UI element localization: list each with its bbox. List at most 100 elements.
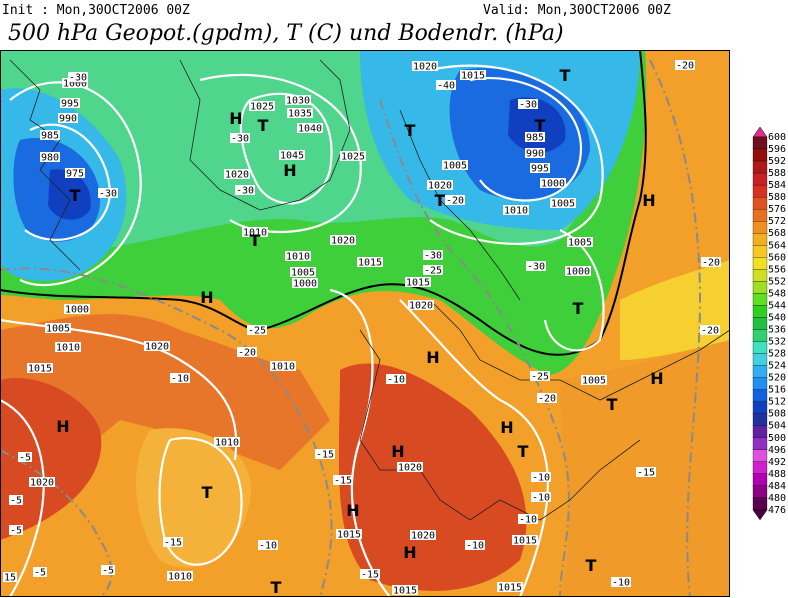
- contour-label: 1020: [30, 478, 54, 489]
- label-box: [3, 572, 17, 582]
- colorbar-label: 580: [768, 192, 786, 203]
- contour-label: 1005: [443, 161, 467, 172]
- colorbar-segment: [752, 473, 768, 487]
- contour-label: 1020: [398, 463, 422, 474]
- valid-time: Valid: Mon,30OCT2006 00Z: [483, 3, 671, 18]
- colorbar-segment: [752, 136, 768, 150]
- contour-label: -30: [231, 134, 249, 145]
- colorbar-segment: [752, 172, 768, 186]
- label-box: [40, 152, 60, 162]
- contour-label: 1000: [63, 79, 87, 90]
- contour-label: 1005: [582, 376, 606, 387]
- colorbar-label: 588: [768, 168, 786, 179]
- colorbar-label: 528: [768, 349, 786, 360]
- contour-label: -5: [34, 568, 46, 579]
- contour-label: -5: [102, 566, 114, 577]
- colorbar-label: 592: [768, 156, 786, 167]
- high-pressure-center: H: [403, 543, 416, 562]
- contour-label: 1040: [298, 124, 322, 135]
- label-box: [436, 80, 456, 90]
- label-box: [445, 195, 465, 205]
- low-pressure-center: T: [250, 231, 261, 250]
- contour-label: 1015: [337, 530, 361, 541]
- colorbar-segment: [752, 461, 768, 474]
- contour-label: -30: [424, 251, 442, 262]
- label-box: [287, 108, 313, 118]
- contour-label: 985: [41, 131, 59, 142]
- label-box: [567, 237, 593, 247]
- contour-label: -20: [538, 394, 556, 405]
- contour-label: 1015: [498, 583, 522, 594]
- colorbar-label: 552: [768, 276, 786, 287]
- colorbar-label: 516: [768, 385, 786, 396]
- label-box: [357, 257, 383, 267]
- colorbar-segment: [752, 305, 768, 318]
- contour-label: -15: [361, 570, 379, 581]
- label-box: [68, 72, 88, 82]
- contour-label: -10: [259, 541, 277, 552]
- low-pressure-center: T: [586, 556, 597, 575]
- label-box: [526, 261, 546, 271]
- contour-label: -10: [532, 493, 550, 504]
- colorbar-label: 564: [768, 240, 786, 251]
- contour-label: -25: [531, 372, 549, 383]
- contour-label: -15: [334, 476, 352, 487]
- colorbar-label: 480: [768, 493, 786, 504]
- label-box: [64, 304, 90, 314]
- contour-label: -30: [236, 186, 254, 197]
- contour-label: 1015: [461, 71, 485, 82]
- label-box: [336, 529, 362, 539]
- contour-label: 975: [66, 169, 84, 180]
- colorbar-label: 584: [768, 180, 786, 191]
- low-pressure-center: T: [607, 395, 618, 414]
- label-box: [465, 540, 485, 550]
- contour-label: 1010: [56, 343, 80, 354]
- colorbar-label: 476: [768, 505, 786, 516]
- label-box: [537, 393, 557, 403]
- label-box: [423, 250, 443, 260]
- high-pressure-center: H: [391, 442, 404, 461]
- colorbar-label: 556: [768, 264, 786, 275]
- contour-label: 1005: [291, 268, 315, 279]
- colorbar-segment: [752, 377, 768, 390]
- label-box: [675, 60, 695, 70]
- contour-label: -10: [612, 578, 630, 589]
- contour-label: 1025: [250, 102, 274, 113]
- contour-label: 1010: [271, 362, 295, 373]
- label-box: [290, 267, 316, 277]
- colorbar-label: 512: [768, 397, 786, 408]
- contour-label: -10: [532, 473, 550, 484]
- label-box: [405, 277, 431, 287]
- colorbar-segment: [752, 401, 768, 414]
- colorbar-label: 536: [768, 324, 786, 335]
- contour-label: -30: [519, 100, 537, 111]
- colorbar-label: 504: [768, 421, 786, 432]
- colorbar-segment: [752, 329, 768, 342]
- low-pressure-center: T: [535, 116, 546, 135]
- label-box: [386, 374, 406, 384]
- low-pressure-center: T: [405, 121, 416, 140]
- colorbar-segment: [752, 365, 768, 378]
- map-title: 500 hPa Geopot.(gpdm), T (C) und Bodendr…: [8, 21, 564, 46]
- colorbar-segment: [752, 160, 768, 174]
- label-box: [525, 148, 545, 158]
- init-time: Init : Mon,30OCT2006 00Z: [2, 3, 190, 18]
- label-box: [9, 525, 23, 535]
- label-box: [60, 98, 80, 108]
- label-box: [167, 571, 193, 581]
- label-box: [55, 342, 81, 352]
- colorbar-segment: [752, 317, 768, 330]
- low-pressure-center: T: [435, 191, 446, 210]
- colorbar-segment: [752, 196, 768, 210]
- label-box: [279, 150, 305, 160]
- label-box: [636, 467, 656, 477]
- colorbar-segment: [752, 437, 768, 450]
- contour-label: 15: [4, 573, 16, 584]
- label-box: [18, 452, 32, 462]
- label-box: [412, 61, 438, 71]
- contour-label: 1005: [551, 199, 575, 210]
- colorbar-top-arrow: [752, 126, 768, 138]
- label-box: [512, 535, 538, 545]
- contour-label: 1000: [541, 179, 565, 190]
- colorbar-segment: [752, 353, 768, 366]
